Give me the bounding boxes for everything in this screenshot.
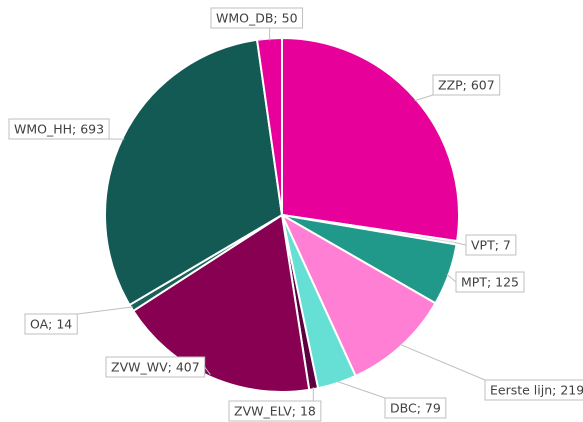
- label-text: OA; 14: [30, 317, 72, 332]
- pie-slice: [281, 36, 460, 243]
- label-text: WMO_HH; 693: [14, 122, 104, 137]
- label-box: [24, 313, 78, 335]
- data-label: ZVW_ELV; 18: [228, 400, 322, 422]
- label-text: ZVW_ELV; 18: [234, 404, 316, 419]
- data-label: ZZP; 607: [432, 74, 501, 96]
- label-text: DBC; 79: [390, 401, 441, 416]
- data-label: WMO_DB; 50: [210, 7, 304, 29]
- label-box: [465, 234, 517, 256]
- data-label: DBC; 79: [384, 397, 447, 419]
- label-text: ZVW_WV; 407: [111, 360, 200, 375]
- leader-line: [399, 343, 486, 381]
- leader-line: [454, 242, 467, 246]
- data-label: Eerste lijn; 219: [484, 379, 583, 401]
- label-text: Eerste lijn; 219: [490, 383, 583, 398]
- pie-slice: [104, 38, 284, 307]
- leader-line: [414, 94, 434, 102]
- label-box: [432, 74, 501, 96]
- label-box: [228, 400, 322, 422]
- label-box: [455, 271, 525, 293]
- label-box: [210, 7, 304, 29]
- data-label: ZVW_WV; 407: [105, 356, 206, 378]
- data-label: OA; 14: [24, 313, 78, 335]
- pie-slice: [279, 212, 437, 378]
- label-text: ZZP; 607: [438, 78, 495, 93]
- label-text: MPT; 125: [461, 275, 519, 290]
- leader-line: [77, 306, 134, 315]
- label-box: [484, 379, 583, 401]
- label-text: WMO_DB; 50: [216, 11, 298, 26]
- data-label: MPT; 125: [455, 271, 525, 293]
- leader-line: [446, 273, 457, 283]
- label-text: VPT; 7: [471, 238, 511, 253]
- leader-line: [336, 380, 386, 399]
- leader-line: [204, 366, 211, 375]
- data-label: WMO_HH; 693: [8, 118, 110, 140]
- pie-slice: [131, 213, 311, 393]
- data-label: VPT; 7: [465, 234, 517, 256]
- label-box: [384, 397, 447, 419]
- label-box: [105, 356, 206, 378]
- label-box: [8, 118, 110, 140]
